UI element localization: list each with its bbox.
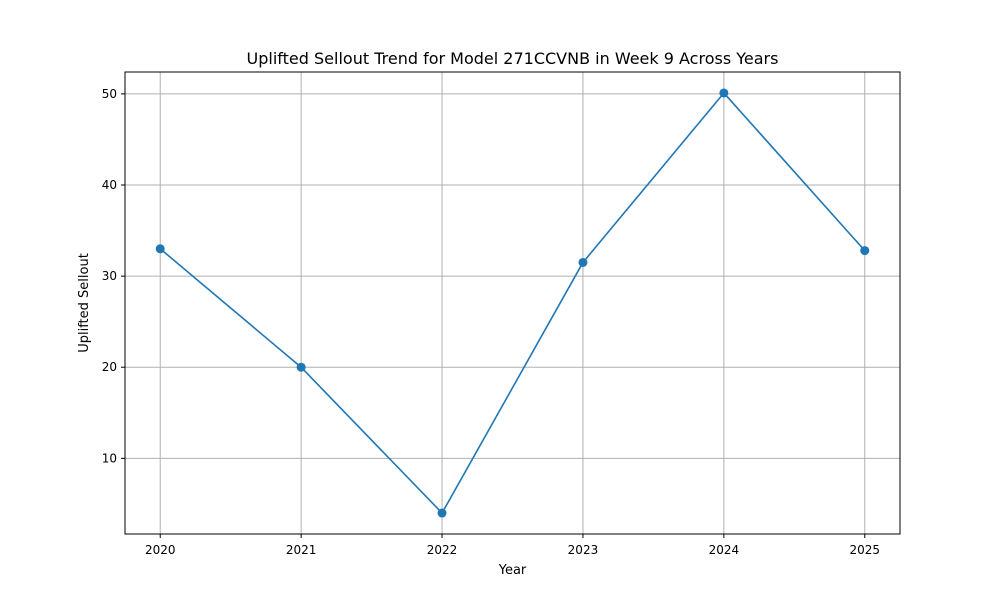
chart-title: Uplifted Sellout Trend for Model 271CCVN… (247, 49, 779, 68)
y-tick-label: 50 (102, 87, 117, 101)
y-tick-label: 30 (102, 269, 117, 283)
data-point (296, 362, 306, 372)
plot-frame (124, 71, 901, 535)
y-axis-label: Uplifted Sellout (77, 253, 92, 353)
x-tick-label: 2023 (568, 543, 599, 557)
series-line (159, 92, 866, 514)
y-tick-label: 20 (102, 360, 117, 374)
grid-layer (125, 72, 900, 534)
series-layer (155, 88, 870, 518)
x-tick-label: 2020 (145, 543, 176, 557)
data-point (578, 257, 588, 267)
x-tick-label: 2021 (286, 543, 317, 557)
x-tick-label: 2024 (709, 543, 740, 557)
tick-layer: 2020 2021 2022 2023 2024 2025 10 20 30 40 50 (102, 87, 880, 557)
x-axis-label: Year (498, 563, 527, 578)
y-tick-label: 10 (102, 451, 117, 465)
data-point (155, 244, 165, 254)
x-tick-label: 2022 (427, 543, 458, 557)
x-tick-label: 2025 (849, 543, 880, 557)
y-tick-label: 40 (102, 178, 117, 192)
data-point (860, 246, 870, 256)
data-point (719, 88, 729, 98)
data-point (437, 508, 447, 518)
